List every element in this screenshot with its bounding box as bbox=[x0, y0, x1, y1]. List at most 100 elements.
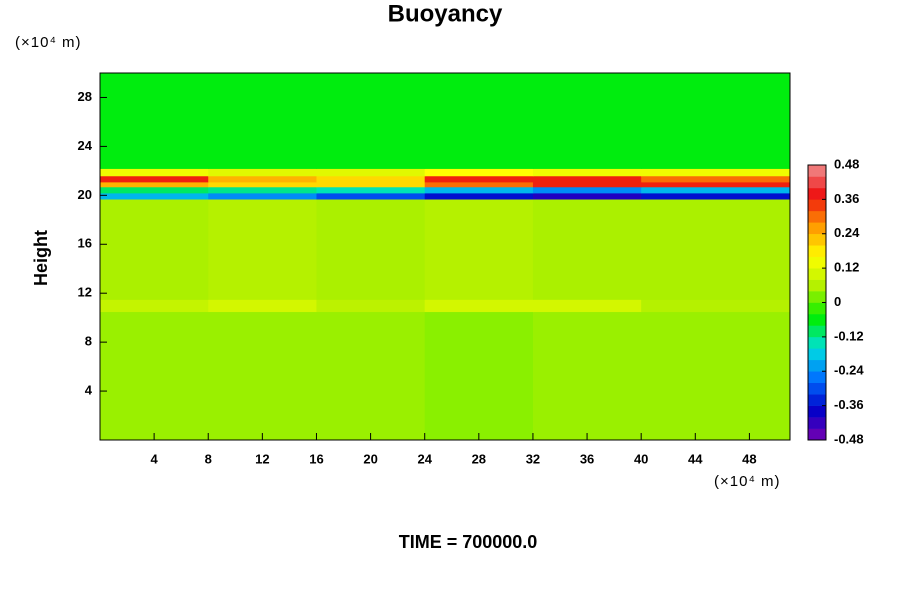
cell bbox=[641, 199, 791, 300]
cell bbox=[100, 311, 209, 441]
cell bbox=[641, 186, 791, 194]
cell bbox=[316, 311, 426, 441]
cell bbox=[424, 192, 534, 200]
colorbar-step bbox=[808, 210, 826, 223]
colorbar-step bbox=[808, 279, 826, 292]
colorbar-step bbox=[808, 405, 826, 418]
cell bbox=[424, 181, 534, 188]
cell bbox=[316, 192, 426, 200]
y-tick-label: 24 bbox=[78, 138, 93, 153]
x-unit: (×10⁴ m) bbox=[714, 473, 781, 490]
y-unit: (×10⁴ m) bbox=[15, 34, 82, 51]
cell bbox=[532, 186, 642, 194]
x-tick-label: 36 bbox=[580, 451, 594, 466]
cell bbox=[316, 199, 426, 300]
cell bbox=[424, 299, 534, 313]
cell bbox=[424, 175, 534, 183]
x-tick-label: 28 bbox=[472, 451, 486, 466]
x-tick-label: 44 bbox=[688, 451, 703, 466]
colorbar-step bbox=[808, 233, 826, 246]
colorbar-step bbox=[808, 336, 826, 349]
plot-frame bbox=[99, 72, 791, 441]
cell bbox=[100, 73, 209, 169]
y-tick-label: 28 bbox=[78, 89, 92, 104]
colorbar-tick-label: -0.36 bbox=[834, 397, 864, 412]
cell bbox=[532, 299, 642, 313]
y-tick-label: 16 bbox=[78, 236, 92, 251]
cell bbox=[316, 168, 426, 177]
colorbar-step bbox=[808, 325, 826, 338]
cell bbox=[532, 311, 642, 441]
cell bbox=[208, 175, 317, 183]
cell bbox=[100, 175, 209, 183]
cell bbox=[208, 168, 317, 177]
cell bbox=[100, 192, 209, 200]
colorbar-step bbox=[808, 256, 826, 269]
colorbar-step bbox=[808, 199, 826, 212]
colorbar-step bbox=[808, 348, 826, 361]
colorbar-step bbox=[808, 394, 826, 406]
cell bbox=[424, 311, 534, 441]
cell bbox=[424, 168, 534, 177]
cell bbox=[316, 299, 426, 313]
colorbar-step bbox=[808, 382, 826, 395]
y-axis-label: Height bbox=[31, 230, 51, 286]
footer: TIME = 700000.0 bbox=[399, 532, 538, 552]
cell bbox=[208, 73, 317, 169]
colorbar-step bbox=[808, 428, 826, 441]
colorbar-step bbox=[808, 291, 826, 303]
colorbar-step bbox=[808, 187, 826, 200]
x-tick-label: 20 bbox=[363, 451, 377, 466]
chart-title: Buoyancy bbox=[388, 0, 503, 27]
cell bbox=[532, 175, 642, 183]
cell bbox=[208, 311, 317, 441]
cell bbox=[641, 181, 791, 188]
x-tick-label: 8 bbox=[205, 451, 212, 466]
colorbar-step bbox=[808, 417, 826, 429]
colorbar-tick-label: -0.48 bbox=[834, 431, 864, 446]
cell bbox=[424, 186, 534, 194]
colorbar-step bbox=[808, 176, 826, 189]
colorbar-tick-label: 0.24 bbox=[834, 225, 860, 240]
x-tick-label: 16 bbox=[309, 451, 323, 466]
cell bbox=[316, 181, 426, 188]
y-tick-label: 8 bbox=[85, 334, 92, 349]
cell bbox=[208, 199, 317, 300]
cell bbox=[532, 168, 642, 177]
x-tick-label: 4 bbox=[151, 451, 159, 466]
colorbar-step bbox=[808, 302, 826, 315]
cell bbox=[208, 186, 317, 194]
x-tick-label: 32 bbox=[526, 451, 540, 466]
cell bbox=[641, 299, 791, 313]
cell bbox=[100, 181, 209, 188]
x-tick-label: 40 bbox=[634, 451, 648, 466]
cell bbox=[208, 181, 317, 188]
colorbar-step bbox=[808, 371, 826, 384]
cell bbox=[532, 181, 642, 188]
cell bbox=[316, 186, 426, 194]
colorbar-tick-label: -0.12 bbox=[834, 328, 864, 343]
y-tick-label: 20 bbox=[78, 187, 92, 202]
cell bbox=[316, 175, 426, 183]
colorbar-tick-label: 0.48 bbox=[834, 156, 859, 171]
colorbar-step bbox=[808, 359, 826, 372]
cell bbox=[100, 199, 209, 300]
cell bbox=[208, 192, 317, 200]
cell bbox=[424, 199, 534, 300]
cell bbox=[100, 186, 209, 194]
cell bbox=[424, 73, 534, 169]
cell bbox=[100, 168, 209, 177]
colorbar-tick-label: 0 bbox=[834, 294, 841, 309]
colorbar-step bbox=[808, 165, 826, 177]
colorbar-step bbox=[808, 313, 826, 326]
colorbar-step bbox=[808, 268, 826, 280]
cell bbox=[100, 299, 209, 313]
x-tick-label: 48 bbox=[742, 451, 756, 466]
x-tick-label: 12 bbox=[255, 451, 269, 466]
cell bbox=[532, 199, 642, 300]
y-tick-label: 12 bbox=[78, 285, 92, 300]
colorbar-tick-label: -0.24 bbox=[834, 363, 864, 378]
colorbar-tick-label: 0.36 bbox=[834, 191, 859, 206]
cell bbox=[208, 299, 317, 313]
